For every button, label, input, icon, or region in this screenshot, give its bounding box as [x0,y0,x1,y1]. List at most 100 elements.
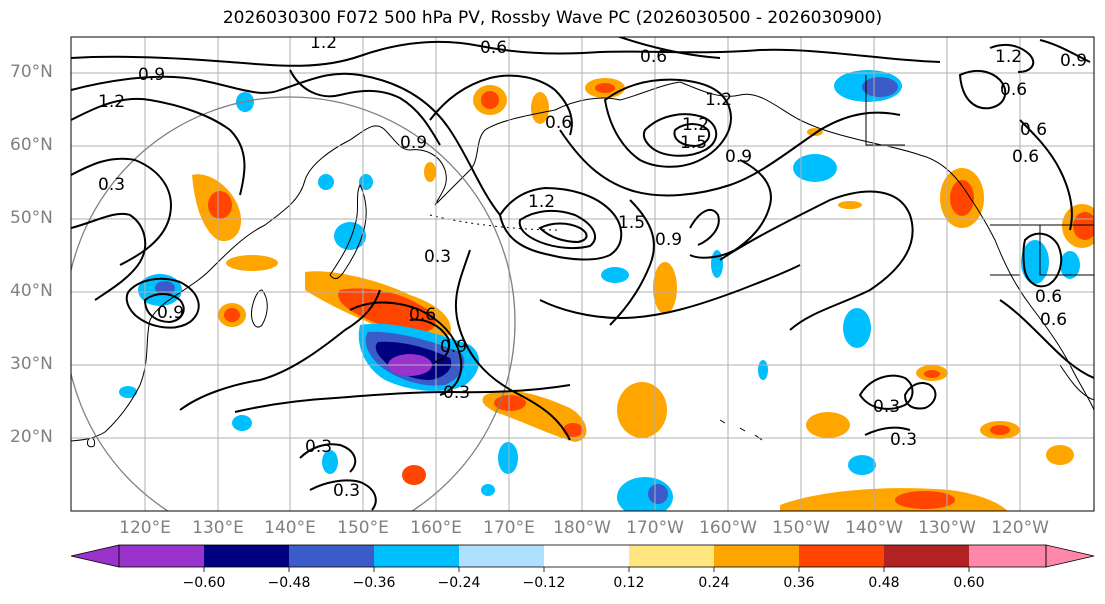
contour-line [71,98,246,196]
colorbar-tick-label: 0.48 [868,575,900,591]
positive-anomaly-mexico-south [1046,445,1074,465]
contour-line [143,293,185,324]
contour-line [989,43,1035,73]
positive-anomaly-hawaii-north-core2 [563,423,583,437]
contour-line [179,289,381,411]
colorbar-segment [204,545,289,567]
contour-line [858,374,914,410]
colorbar-segment [884,545,969,567]
negative-anomaly-sakhalin [334,222,366,250]
negative-anomaly-hawaii [758,360,768,380]
colorbar-tick-label: 0.12 [613,575,645,591]
positive-anomaly-korea-core [224,308,240,322]
contour-label: 1.2 [682,115,709,135]
colorbar-segment [459,545,544,567]
contour-line [642,113,718,157]
contour-label: 0.9 [440,337,467,357]
negative-anomaly-north-china-core [155,281,175,295]
lon-label: 130°E [192,518,244,538]
positive-anomaly-ne-china-core [208,191,232,219]
positive-anomaly-siberia-core [481,91,499,109]
colorbar-segment [714,545,799,567]
negative-anomaly-kamchatka-small [318,174,334,190]
contour-line [903,382,937,410]
positive-anomaly-us-west-core [1073,212,1094,240]
contour-label: 0.9 [725,147,752,167]
contour-line [409,318,451,363]
contour-line [609,199,655,326]
negative-anomaly-us-central [1060,251,1080,279]
contour-label: 0.3 [305,437,332,457]
negative-anomaly-gulf-alaska [793,154,837,182]
focus-region-circle [71,96,516,511]
contour-label: 0.6 [409,305,436,325]
negative-anomaly-philippine-sea-2 [322,450,338,474]
contour-line [864,426,911,436]
lon-label: 140°W [845,518,903,538]
contour-line [616,37,721,59]
contour-line [559,111,901,197]
contour-label: 0.6 [640,47,667,67]
lon-label: 160°W [699,518,757,538]
contour-line [71,72,501,216]
contour-label: 0.6 [480,38,507,58]
positive-anomaly-philippine-sea [402,465,426,485]
colorbar-extend-right [1045,544,1095,568]
us-state-border-1 [1039,225,1094,276]
negative-anomaly-ne-pacific-2 [711,250,723,278]
north-america-interior-border [865,75,905,146]
lon-label: 120°E [119,518,171,538]
colorbar-tick-label: −0.60 [182,575,226,591]
lon-label: 180°W [553,518,611,538]
contour-label: 0.3 [443,383,470,403]
contour-label: 0.3 [333,481,360,501]
lon-label: 140°E [264,518,316,538]
contour-label: 0.3 [98,175,125,195]
lon-label: 150°W [772,518,830,538]
colorbar-segment [544,545,629,567]
contour-label: 0.9 [157,303,184,323]
mexico-coastline [1059,364,1094,401]
positive-anomaly-okhotsk-small [424,162,436,182]
contour-label: 0.9 [400,133,427,153]
colorbar-segment [119,545,204,567]
contour-label: 1.2 [528,192,555,212]
negative-anomaly-central-pacific [601,267,629,283]
contour-label: 1.2 [995,47,1022,67]
colorbar-tick-label: −0.48 [267,575,311,591]
contour-line [603,78,732,168]
contour-label: 0.6 [1040,310,1067,330]
alaska-coastline [679,81,1094,411]
contour-line [309,479,377,511]
contour-line [125,277,200,329]
positive-anomaly-aleutian-east [838,201,862,209]
contour-line [234,384,571,413]
lon-label: 170°E [483,518,535,538]
lat-label: 30°N [10,354,53,374]
lat-label: 20°N [10,427,53,447]
contour-label: 0.6 [545,113,572,133]
negative-anomaly-ne-pacific [843,308,871,348]
contour-line [539,264,801,320]
positive-anomaly-manchuria [226,255,278,271]
pv-contours [71,37,1094,511]
positive-anomaly-subtropical-band-core [895,491,955,509]
contour-line [958,69,1007,110]
colorbar-segment [799,545,884,567]
contour-line [518,209,596,250]
contour-label: 1.2 [705,90,732,110]
contour-line [498,186,623,261]
contour-line [1022,232,1063,288]
contour-line [719,190,914,331]
contour-line [454,249,571,441]
contour-line [673,123,711,148]
contour-line [299,443,357,473]
positive-anomaly-hawaii-north-core [494,395,526,411]
positive-anomaly-chukotka [531,92,549,124]
contour-label: 0.9 [1060,51,1087,71]
positive-anomaly-east-pacific-core [924,370,940,378]
coastlines [71,75,1094,448]
colorbar-tick-label: −0.12 [522,575,566,591]
contour-line [538,222,588,244]
